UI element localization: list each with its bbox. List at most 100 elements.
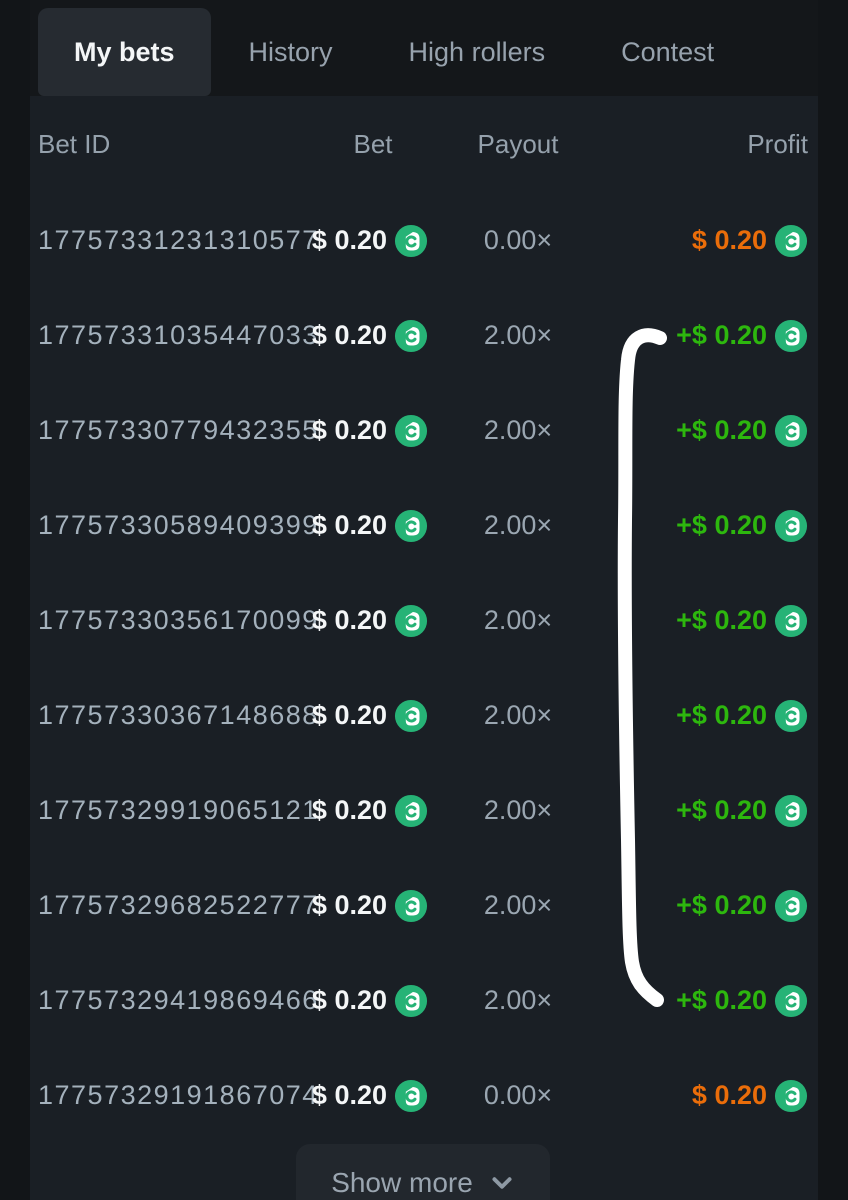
bet-amount-cell: $ 0.20 <box>312 889 428 923</box>
column-header-profit: Profit <box>747 129 808 159</box>
bets-panel: My bets History High rollers Contest Bet… <box>30 0 818 1200</box>
bet-row[interactable]: 17757330367148688 $ 0.20 2.00× +$ 0.20 <box>38 668 808 763</box>
bet-row[interactable]: 17757331035447033 $ 0.20 2.00× +$ 0.20 <box>38 288 808 383</box>
column-header-payout: Payout <box>477 129 559 159</box>
payout-cell: 2.00× <box>483 510 553 540</box>
bet-amount-cell: $ 0.20 <box>312 509 428 543</box>
profit-amount: +$ 0.20 <box>676 700 767 730</box>
bc-coin-icon <box>394 889 428 923</box>
bet-amount-cell: $ 0.20 <box>312 794 428 828</box>
show-more-label: Show more <box>331 1167 473 1198</box>
bet-amount-cell: $ 0.20 <box>312 224 428 258</box>
show-more-container: Show more <box>38 1143 808 1200</box>
payout-cell: 2.00× <box>483 605 553 635</box>
column-header-bet: Bet <box>353 129 393 159</box>
bet-amount: $ 0.20 <box>311 985 387 1015</box>
bet-amount: $ 0.20 <box>311 415 387 445</box>
payout-cell: 2.00× <box>483 415 553 445</box>
profit-amount: +$ 0.20 <box>676 985 767 1015</box>
bet-id-cell: 17757331231310577 <box>38 225 318 255</box>
bet-amount-cell: $ 0.20 <box>312 414 428 448</box>
bc-coin-icon <box>774 224 808 258</box>
payout-cell: 0.00× <box>483 1080 553 1110</box>
chevron-down-icon <box>489 1170 515 1196</box>
profit-amount: +$ 0.20 <box>676 795 767 825</box>
bet-amount-cell: $ 0.20 <box>312 984 428 1018</box>
bc-coin-icon <box>774 699 808 733</box>
profit-amount: +$ 0.20 <box>676 605 767 635</box>
tab-high-rollers[interactable]: High rollers <box>371 8 584 96</box>
profit-cell: +$ 0.20 <box>608 604 808 638</box>
tab-bar: My bets History High rollers Contest <box>30 0 818 96</box>
bc-coin-icon <box>394 1079 428 1113</box>
tab-label: High rollers <box>408 36 546 67</box>
bet-row[interactable]: 17757329682522777 $ 0.20 2.00× +$ 0.20 <box>38 858 808 953</box>
bc-coin-icon <box>394 604 428 638</box>
show-more-button[interactable]: Show more <box>296 1144 550 1200</box>
bet-row[interactable]: 17757329919065121 $ 0.20 2.00× +$ 0.20 <box>38 763 808 858</box>
profit-amount: $ 0.20 <box>691 225 767 255</box>
payout-cell: 2.00× <box>483 890 553 920</box>
left-gutter <box>0 0 30 1200</box>
bet-id-cell: 17757329919065121 <box>38 795 318 825</box>
profit-amount: +$ 0.20 <box>676 320 767 350</box>
profit-cell: +$ 0.20 <box>608 319 808 353</box>
payout-cell: 2.00× <box>483 320 553 350</box>
bet-id-cell: 17757329419869466 <box>38 985 318 1015</box>
profit-amount: +$ 0.20 <box>676 510 767 540</box>
profit-cell: +$ 0.20 <box>608 509 808 543</box>
bet-row[interactable]: 17757331231310577 $ 0.20 0.00× $ 0.20 <box>38 193 808 288</box>
bet-id-cell: 17757329191867074 <box>38 1080 318 1110</box>
bet-id-cell: 17757329682522777 <box>38 890 318 920</box>
bet-row[interactable]: 17757330589409399 $ 0.20 2.00× +$ 0.20 <box>38 478 808 573</box>
bet-amount: $ 0.20 <box>311 510 387 540</box>
tab-label: Contest <box>621 36 715 67</box>
profit-cell: +$ 0.20 <box>608 794 808 828</box>
right-gutter <box>818 0 848 1200</box>
bc-coin-icon <box>774 414 808 448</box>
bc-coin-icon <box>774 889 808 923</box>
payout-cell: 0.00× <box>483 225 553 255</box>
tab-my-bets[interactable]: My bets <box>38 8 211 96</box>
bet-amount-cell: $ 0.20 <box>312 604 428 638</box>
bet-amount: $ 0.20 <box>311 795 387 825</box>
payout-cell: 2.00× <box>483 700 553 730</box>
profit-cell: +$ 0.20 <box>608 699 808 733</box>
bc-coin-icon <box>394 794 428 828</box>
bet-row[interactable]: 17757330356170099 $ 0.20 2.00× +$ 0.20 <box>38 573 808 668</box>
bc-coin-icon <box>774 604 808 638</box>
bc-coin-icon <box>774 794 808 828</box>
payout-cell: 2.00× <box>483 985 553 1015</box>
bet-amount-cell: $ 0.20 <box>312 319 428 353</box>
profit-amount: $ 0.20 <box>691 1080 767 1110</box>
bet-row[interactable]: 17757329419869466 $ 0.20 2.00× +$ 0.20 <box>38 953 808 1048</box>
payout-cell: 2.00× <box>483 795 553 825</box>
bet-amount: $ 0.20 <box>311 225 387 255</box>
bet-id-cell: 17757330367148688 <box>38 700 318 730</box>
bc-coin-icon <box>394 319 428 353</box>
bet-row[interactable]: 17757330779432355 $ 0.20 2.00× +$ 0.20 <box>38 383 808 478</box>
bc-coin-icon <box>774 1079 808 1113</box>
profit-amount: +$ 0.20 <box>676 890 767 920</box>
tab-label: My bets <box>74 36 175 67</box>
bet-amount: $ 0.20 <box>311 1080 387 1110</box>
bets-table: Bet ID Bet Payout Profit 177573312313105… <box>30 96 818 1200</box>
profit-cell: $ 0.20 <box>608 1079 808 1113</box>
bc-coin-icon <box>774 319 808 353</box>
tab-history[interactable]: History <box>211 8 371 96</box>
table-header-row: Bet ID Bet Payout Profit <box>38 96 808 193</box>
bet-row[interactable]: 17757329191867074 $ 0.20 0.00× $ 0.20 <box>38 1048 808 1143</box>
bet-amount: $ 0.20 <box>311 320 387 350</box>
bc-coin-icon <box>394 224 428 258</box>
bc-coin-icon <box>774 509 808 543</box>
bc-coin-icon <box>394 699 428 733</box>
profit-cell: +$ 0.20 <box>608 414 808 448</box>
column-header-bet-id: Bet ID <box>38 129 111 159</box>
bc-coin-icon <box>394 509 428 543</box>
tab-label: History <box>248 36 333 67</box>
tab-contest[interactable]: Contest <box>583 8 752 96</box>
bet-amount: $ 0.20 <box>311 605 387 635</box>
bc-coin-icon <box>774 984 808 1018</box>
bet-id-cell: 17757330356170099 <box>38 605 318 635</box>
